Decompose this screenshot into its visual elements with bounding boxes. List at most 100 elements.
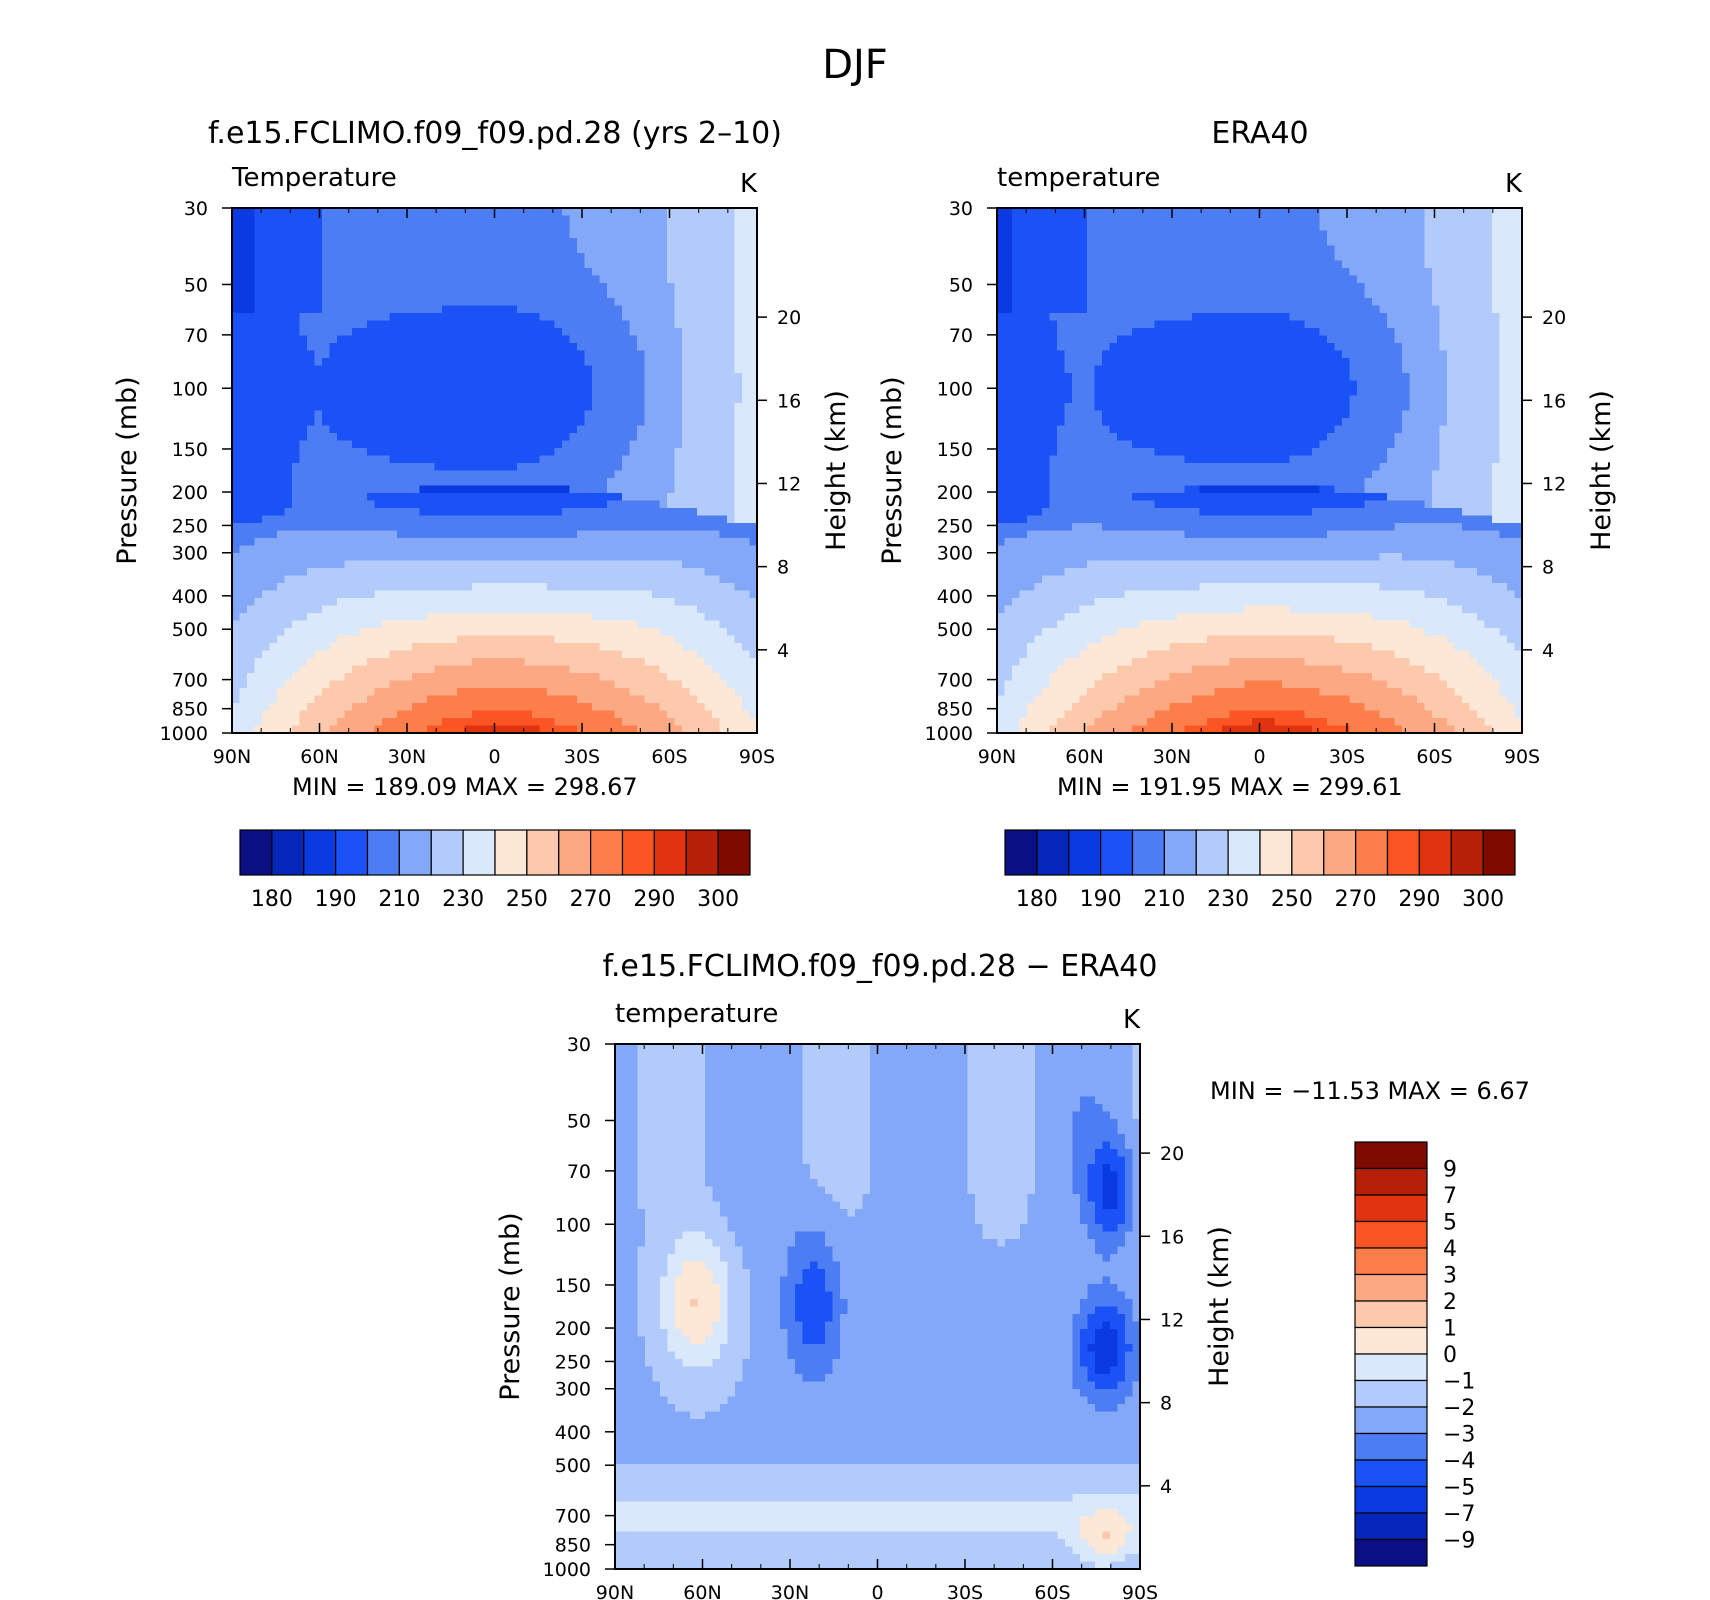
- field-cell: [352, 395, 361, 404]
- field-cell: [232, 500, 241, 509]
- field-cell: [434, 418, 443, 427]
- field-cell: [307, 298, 316, 307]
- field-cell: [577, 275, 586, 284]
- field-cell: [322, 658, 331, 667]
- field-cell: [307, 583, 316, 592]
- field-cell: [532, 575, 541, 584]
- field-cell: [254, 718, 263, 727]
- field-cell: [359, 388, 368, 397]
- field-cell: [742, 613, 751, 622]
- field-cell: [404, 583, 413, 592]
- field-cell: [584, 335, 593, 344]
- field-cell: [644, 650, 653, 659]
- field-cell: [539, 598, 548, 607]
- field-cell: [232, 283, 241, 292]
- field-cell: [472, 598, 481, 607]
- field-cell: [517, 260, 526, 269]
- field-cell: [599, 725, 608, 734]
- field-cell: [374, 230, 383, 239]
- field-cell: [517, 523, 526, 532]
- field-cell: [704, 665, 713, 674]
- field-cell: [629, 305, 638, 314]
- field-cell: [532, 448, 541, 457]
- field-cell: [539, 388, 548, 397]
- field-cell: [742, 380, 751, 389]
- field-cell: [727, 650, 736, 659]
- field-cell: [629, 590, 638, 599]
- field-cell: [382, 410, 391, 419]
- field-cell: [614, 253, 623, 262]
- field-cell: [652, 268, 661, 277]
- field-cell: [247, 650, 256, 659]
- field-cell: [397, 275, 406, 284]
- field-cell: [539, 695, 548, 704]
- field-cell: [742, 703, 751, 712]
- field-cell: [487, 628, 496, 637]
- field-cell: [239, 643, 248, 652]
- field-cell: [547, 328, 556, 337]
- field-cell: [674, 538, 683, 547]
- field-cell: [247, 328, 256, 337]
- field-cell: [494, 245, 503, 254]
- field-cell: [629, 718, 638, 727]
- field-cell: [599, 388, 608, 397]
- field-cell: [554, 568, 563, 577]
- field-cell: [539, 223, 548, 232]
- field-cell: [577, 373, 586, 382]
- field-cell: [457, 343, 466, 352]
- field-cell: [434, 275, 443, 284]
- field-cell: [374, 440, 383, 449]
- field-cell: [637, 410, 646, 419]
- field-cell: [509, 605, 518, 614]
- field-cell: [254, 523, 263, 532]
- field-cell: [749, 313, 758, 322]
- field-cell: [367, 395, 376, 404]
- field-cell: [344, 718, 353, 727]
- field-cell: [434, 230, 443, 239]
- field-cell: [719, 275, 728, 284]
- field-cell: [532, 553, 541, 562]
- field-cell: [232, 613, 241, 622]
- field-cell: [442, 658, 451, 667]
- field-cell: [389, 530, 398, 539]
- field-cell: [689, 358, 698, 367]
- field-cell: [494, 568, 503, 577]
- field-cell: [524, 208, 533, 217]
- field-cell: [644, 455, 653, 464]
- field-cell: [464, 350, 473, 359]
- field-cell: [269, 283, 278, 292]
- field-cell: [569, 320, 578, 329]
- field-cell: [397, 335, 406, 344]
- field-cell: [689, 395, 698, 404]
- field-cell: [607, 388, 616, 397]
- field-cell: [539, 313, 548, 322]
- field-cell: [637, 305, 646, 314]
- field-cell: [562, 343, 571, 352]
- field-cell: [592, 560, 601, 569]
- field-cell: [344, 560, 353, 569]
- field-cell: [442, 320, 451, 329]
- field-cell: [629, 335, 638, 344]
- field-cell: [254, 568, 263, 577]
- field-cell: [359, 335, 368, 344]
- field-cell: [427, 718, 436, 727]
- field-cell: [359, 208, 368, 217]
- field-cell: [284, 215, 293, 224]
- field-cell: [472, 470, 481, 479]
- field-cell: [674, 298, 683, 307]
- field-cell: [562, 470, 571, 479]
- field-cell: [509, 433, 518, 442]
- field-cell: [419, 298, 428, 307]
- field-cell: [442, 680, 451, 689]
- field-cell: [727, 635, 736, 644]
- field-cell: [232, 230, 241, 239]
- field-cell: [607, 335, 616, 344]
- field-cell: [269, 508, 278, 517]
- field-cell: [427, 403, 436, 412]
- field-cell: [367, 223, 376, 232]
- field-cell: [592, 380, 601, 389]
- field-cell: [502, 335, 511, 344]
- field-cell: [284, 575, 293, 584]
- field-cell: [307, 238, 316, 247]
- field-cell: [614, 478, 623, 487]
